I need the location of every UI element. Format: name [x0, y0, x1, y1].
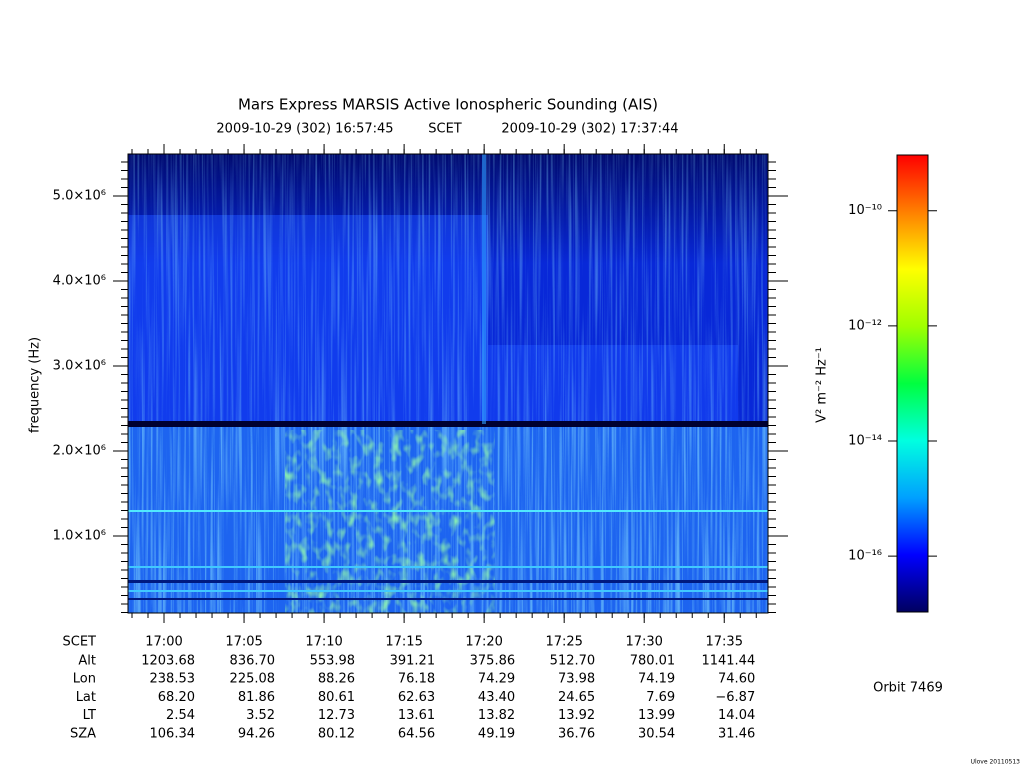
spectrogram-line — [128, 566, 768, 568]
ephemeris-value: 7.69 — [646, 690, 675, 705]
x-tick-label: 17:25 — [545, 635, 582, 650]
ephemeris-value: 225.08 — [230, 672, 276, 687]
spectrogram-line — [128, 598, 768, 600]
ephemeris-label: Lat — [76, 690, 96, 705]
x-tick-label: 17:35 — [706, 635, 743, 650]
ephemeris-value: 780.01 — [630, 654, 676, 669]
colorbar-tick-label: 10⁻¹⁶ — [848, 549, 882, 564]
ephemeris-value: 553.98 — [310, 654, 356, 669]
colorbar-tick-label: 10⁻¹² — [848, 318, 882, 333]
ephemeris-value: 94.26 — [238, 726, 275, 741]
ephemeris-value: 24.65 — [558, 690, 595, 705]
ephemeris-value: 2.54 — [166, 708, 195, 723]
spectrogram-line — [482, 154, 486, 424]
ephemeris-value: 3.52 — [246, 708, 275, 723]
ephemeris-value: −6.87 — [715, 690, 755, 705]
ephemeris-value: 512.70 — [550, 654, 596, 669]
y-tick-label: 4.0×10⁶ — [53, 273, 106, 288]
ephemeris-value: 74.29 — [478, 672, 515, 687]
x-tick-label: 17:20 — [465, 635, 502, 650]
ephemeris-value: 31.46 — [718, 726, 755, 741]
ephemeris-value: 1141.44 — [701, 654, 755, 669]
ephemeris-label: SZA — [70, 726, 96, 741]
y-axis-label: frequency (Hz) — [28, 337, 43, 433]
ephemeris-value: 391.21 — [390, 654, 436, 669]
spectrogram-line — [128, 590, 768, 592]
ephemeris-value: 73.98 — [558, 672, 595, 687]
ephemeris-value: 13.61 — [398, 708, 435, 723]
ephemeris-value: 13.82 — [478, 708, 515, 723]
ephemeris-label: LT — [83, 708, 96, 723]
orbit-label: Orbit 7469 — [873, 681, 943, 696]
ephemeris-value: 12.73 — [318, 708, 355, 723]
ephemeris-value: 64.56 — [398, 726, 435, 741]
ephemeris-value: 76.18 — [398, 672, 435, 687]
ephemeris-value: 13.92 — [558, 708, 595, 723]
ephemeris-value: 74.60 — [718, 672, 755, 687]
y-tick-label: 1.0×10⁶ — [53, 528, 106, 543]
colorbar — [896, 154, 929, 613]
colorbar-label: V² m⁻² Hz⁻¹ — [815, 347, 830, 423]
x-tick-label: 17:15 — [385, 635, 422, 650]
ephemeris-value: 49.19 — [478, 726, 515, 741]
ephemeris-label: Alt — [78, 654, 96, 669]
subtitle-system: SCET — [428, 122, 462, 137]
ephemeris-value: 1203.68 — [141, 654, 195, 669]
ephemeris-value: 836.70 — [230, 654, 276, 669]
ephemeris-value: 106.34 — [150, 726, 196, 741]
ephemeris-value: 13.99 — [638, 708, 675, 723]
colorbar-tick-label: 10⁻¹⁴ — [848, 434, 882, 449]
ephemeris-value: 74.19 — [638, 672, 675, 687]
ephemeris-value: 81.86 — [238, 690, 275, 705]
spectrogram — [128, 154, 768, 613]
x-tick-label: 17:05 — [225, 635, 262, 650]
spectrogram-blob — [285, 430, 495, 613]
ephemeris-value: 88.26 — [318, 672, 355, 687]
y-tick-label: 3.0×10⁶ — [53, 358, 106, 373]
ephemeris-value: 30.54 — [638, 726, 675, 741]
ephemeris-value: 238.53 — [150, 672, 196, 687]
x-tick-label: 17:30 — [625, 635, 662, 650]
y-tick-label: 5.0×10⁶ — [53, 188, 106, 203]
ephemeris-value: 62.63 — [398, 690, 435, 705]
spectrogram-line — [128, 580, 768, 583]
ephemeris-value: 14.04 — [718, 708, 755, 723]
spectrogram-line — [128, 510, 768, 512]
plot-frame — [127, 153, 769, 614]
x-tick-label: 17:00 — [145, 635, 182, 650]
ephemeris-value: 68.20 — [158, 690, 195, 705]
x-tick-label: 17:10 — [305, 635, 342, 650]
credit: Ulove 20110513 — [971, 759, 1021, 766]
ephemeris-label: SCET — [63, 635, 97, 650]
ephemeris-value: 80.12 — [318, 726, 355, 741]
subtitle-start: 2009-10-29 (302) 16:57:45 — [216, 122, 393, 137]
ephemeris-value: 375.86 — [470, 654, 516, 669]
ephemeris-value: 36.76 — [558, 726, 595, 741]
ephemeris-value: 43.40 — [478, 690, 515, 705]
y-tick-label: 2.0×10⁶ — [53, 443, 106, 458]
ephemeris-value: 80.61 — [318, 690, 355, 705]
subtitle-end: 2009-10-29 (302) 17:37:44 — [501, 122, 678, 137]
colorbar-tick-label: 10⁻¹⁰ — [848, 203, 882, 218]
ephemeris-label: Lon — [73, 672, 96, 687]
chart-title: Mars Express MARSIS Active Ionospheric S… — [238, 96, 658, 114]
spectrogram-line — [128, 421, 768, 427]
